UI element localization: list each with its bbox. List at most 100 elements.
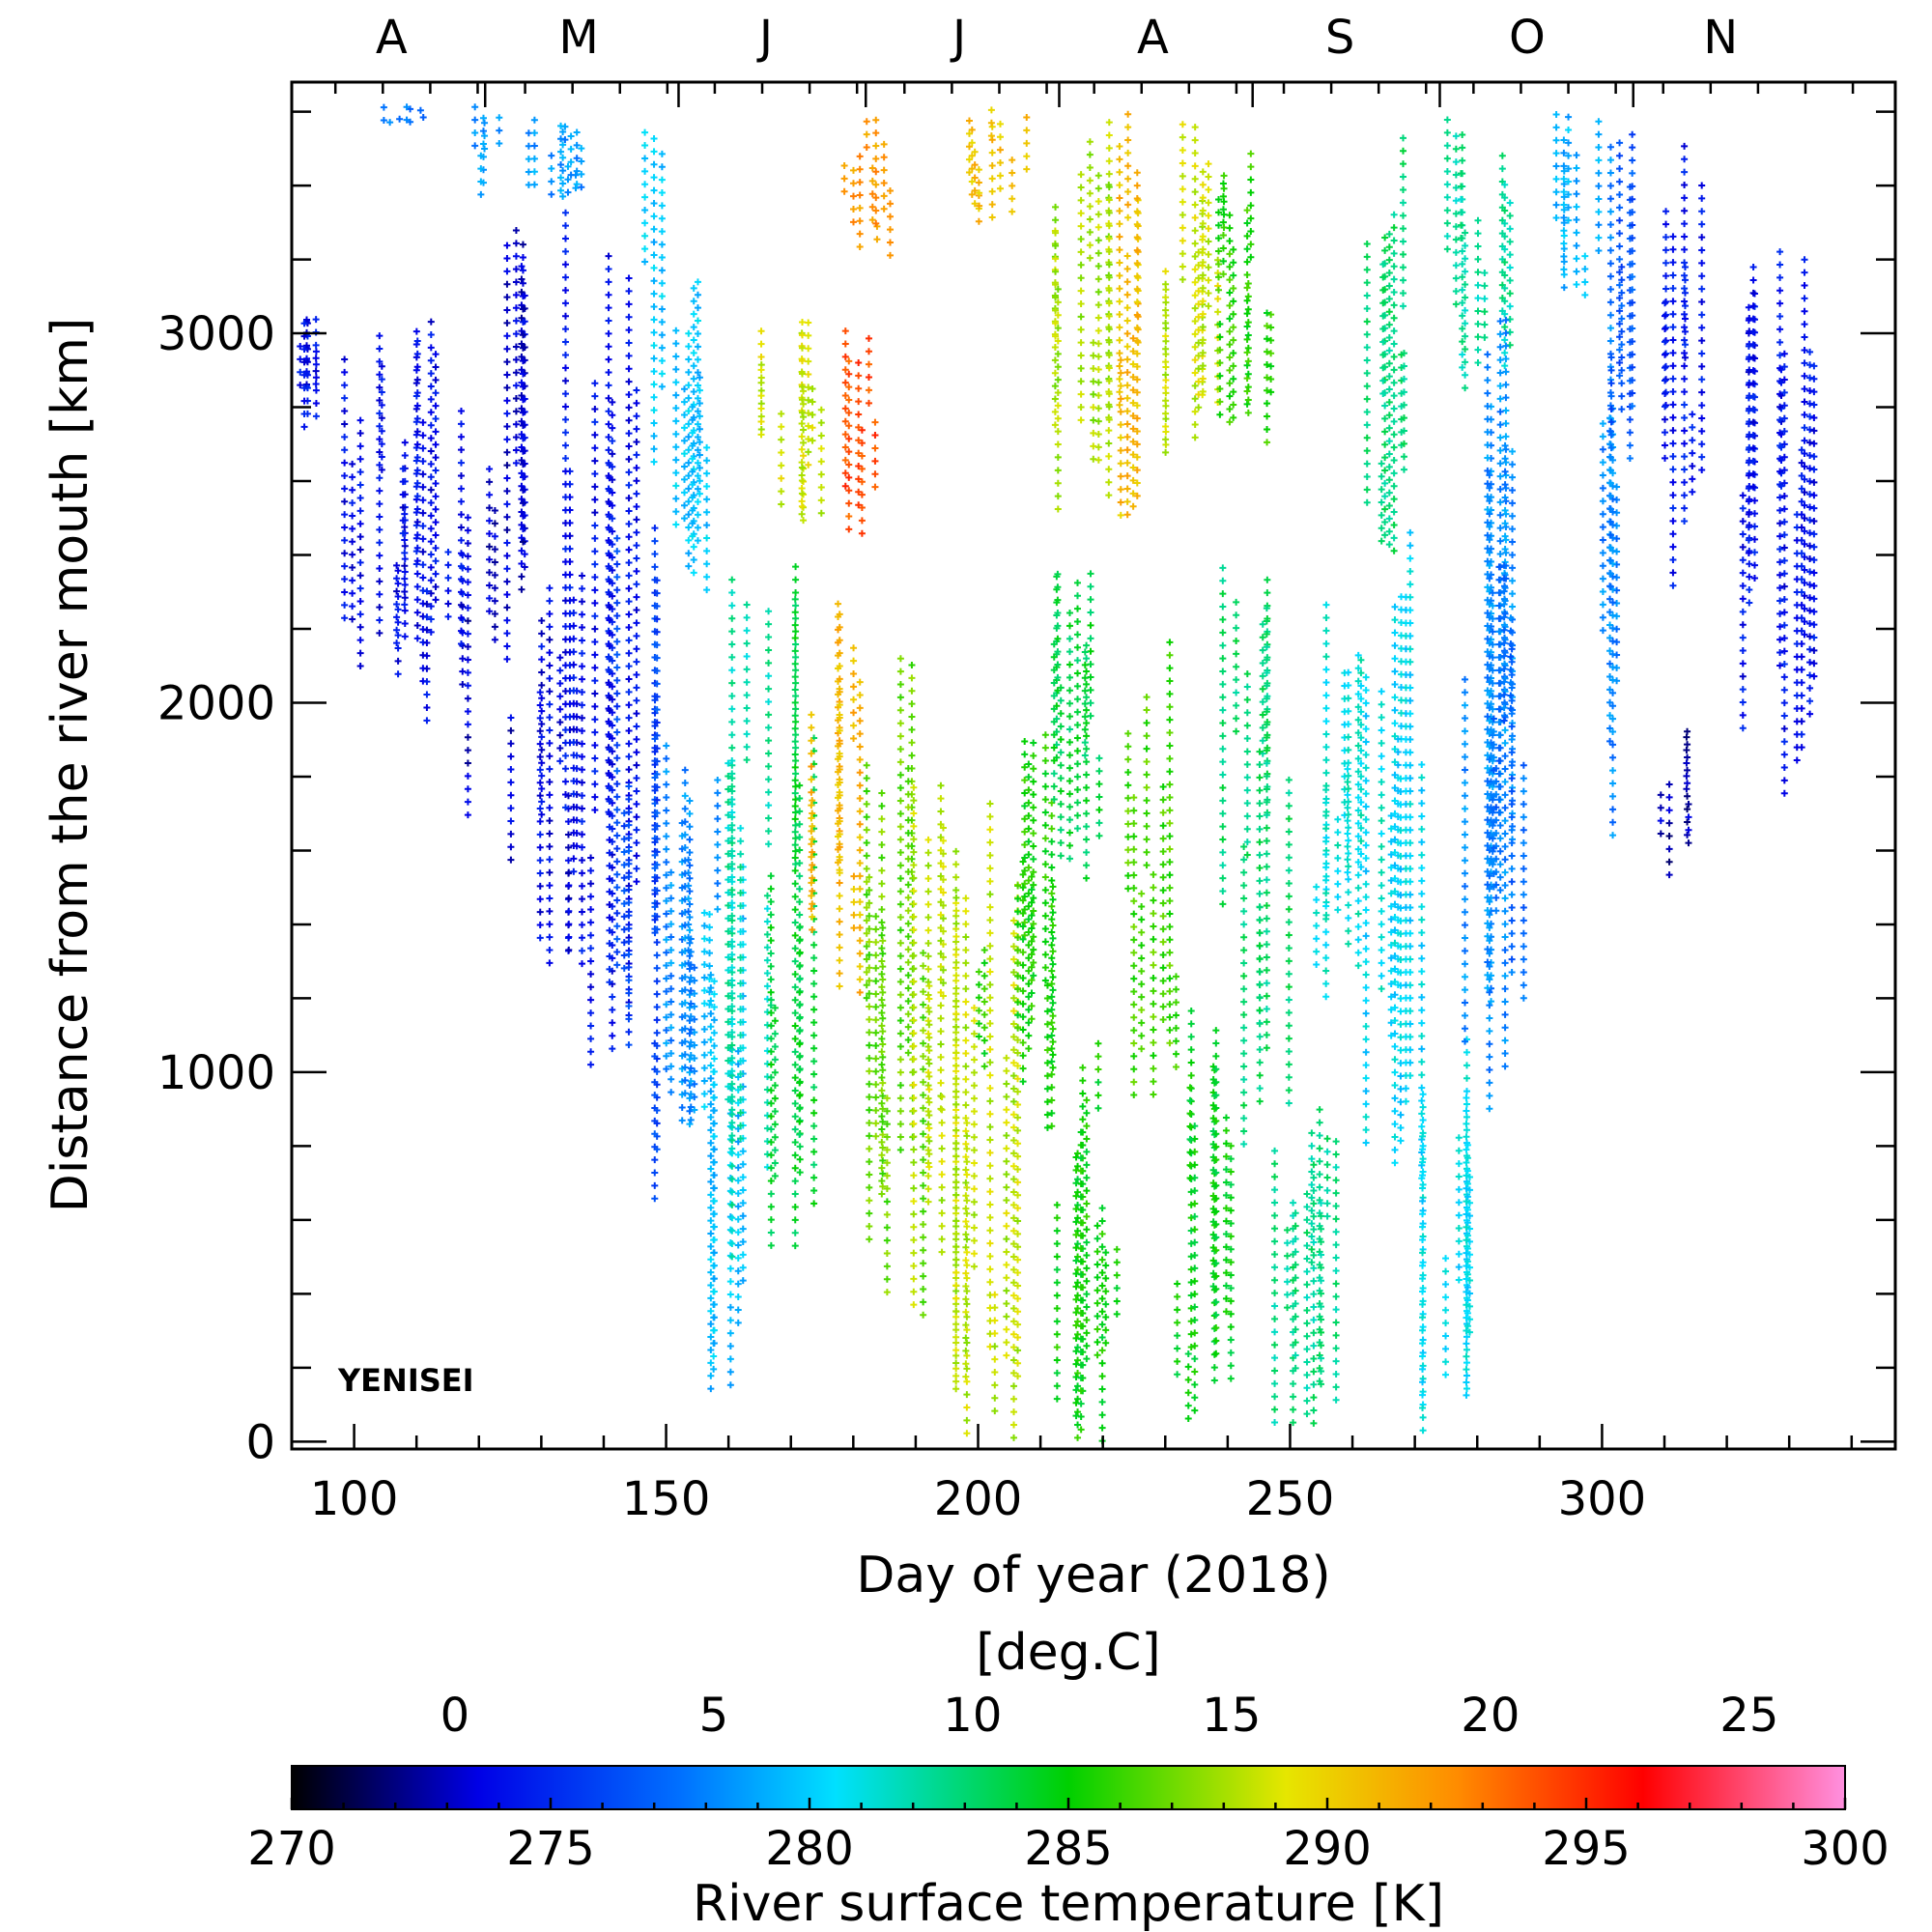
data-point: [503, 345, 511, 353]
data-point: [896, 823, 904, 831]
data-point: [1256, 825, 1264, 833]
data-point: [557, 122, 565, 129]
data-point: [1094, 1261, 1101, 1268]
data-point: [1123, 382, 1131, 389]
data-point: [1133, 182, 1141, 189]
data-point: [1048, 876, 1056, 884]
data-point: [791, 1113, 799, 1121]
data-point: [376, 332, 384, 340]
data-point: [904, 907, 912, 915]
data-point: [910, 1055, 918, 1063]
data-point: [883, 1289, 891, 1296]
data-point: [1219, 836, 1227, 843]
data-point: [559, 180, 567, 187]
data-point: [798, 502, 806, 510]
data-point: [591, 728, 599, 736]
data-point: [1244, 305, 1252, 313]
data-point: [403, 103, 411, 111]
data-point: [518, 327, 526, 335]
data-point: [1166, 871, 1174, 879]
data-point: [878, 828, 886, 836]
data-point: [1214, 295, 1222, 302]
data-point: [681, 437, 689, 444]
data-point: [658, 150, 666, 157]
data-point: [850, 657, 858, 665]
data-point: [561, 726, 569, 734]
data-point: [578, 727, 585, 735]
data-point: [728, 861, 736, 868]
data-point: [1023, 139, 1031, 147]
data-point: [856, 153, 864, 160]
data-point: [689, 468, 696, 475]
data-point: [1065, 790, 1073, 798]
data-point: [685, 868, 693, 876]
data-point: [536, 922, 544, 929]
data-point: [491, 532, 498, 540]
data-point: [986, 1097, 994, 1105]
data-point: [651, 1078, 659, 1086]
data-point: [561, 571, 569, 579]
data-point: [910, 1301, 918, 1309]
data-point: [401, 568, 409, 576]
data-point: [686, 1094, 694, 1102]
data-point: [479, 140, 487, 148]
data-point: [609, 1019, 616, 1027]
data-point: [1191, 356, 1199, 364]
data-point: [1271, 1328, 1279, 1336]
data-point: [685, 536, 693, 544]
data-point: [694, 343, 701, 351]
data-point: [1219, 577, 1227, 584]
data-point: [986, 1227, 994, 1235]
data-point: [1271, 1264, 1279, 1271]
data-point: [728, 693, 736, 700]
data-point: [771, 1004, 779, 1011]
data-point: [1003, 1106, 1010, 1114]
data-point: [1256, 1007, 1264, 1014]
data-point: [986, 968, 994, 976]
data-point: [1083, 862, 1091, 869]
data-point: [1240, 895, 1248, 902]
data-point: [297, 368, 304, 376]
data-point: [1263, 941, 1270, 949]
data-point: [650, 186, 658, 194]
data-point: [689, 429, 696, 437]
data-point: [633, 865, 640, 872]
data-point: [1240, 959, 1248, 967]
data-point: [536, 779, 544, 786]
data-point: [991, 1381, 999, 1389]
data-point: [561, 209, 569, 216]
data-point: [1264, 439, 1271, 446]
data-point: [1049, 895, 1057, 903]
data-point: [798, 510, 806, 518]
data-point: [937, 1014, 945, 1022]
data-point: [427, 409, 435, 416]
data-point: [810, 1109, 818, 1117]
data-point: [1159, 887, 1167, 895]
data-point: [1130, 807, 1138, 814]
data-point: [556, 719, 564, 726]
data-point: [633, 632, 640, 639]
data-point: [962, 972, 970, 980]
data-point: [1166, 858, 1174, 866]
data-point: [986, 980, 994, 988]
data-point: [1271, 1199, 1279, 1207]
data-point: [1053, 1253, 1061, 1261]
data-point: [536, 831, 544, 838]
data-point: [863, 787, 870, 795]
data-point: [1086, 242, 1094, 249]
data-point: [625, 611, 633, 618]
data-point: [376, 552, 384, 559]
data-point: [650, 264, 658, 271]
data-point: [845, 461, 853, 469]
data-point: [743, 730, 751, 738]
data-point: [519, 344, 526, 352]
data-point: [349, 615, 356, 623]
data-point: [866, 1003, 873, 1010]
data-point: [1219, 888, 1227, 895]
data-point: [681, 818, 689, 826]
data-point: [625, 430, 633, 438]
data-point: [904, 790, 912, 798]
data-point: [556, 680, 564, 688]
data-point: [791, 803, 799, 810]
data-point: [1116, 207, 1123, 214]
